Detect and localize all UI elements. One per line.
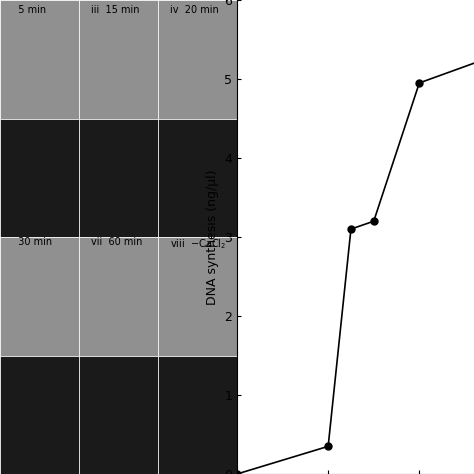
Bar: [158, 0, 237, 118]
Text: iv  20 min: iv 20 min: [170, 5, 219, 15]
Bar: [158, 237, 237, 356]
Text: 5 min: 5 min: [12, 5, 46, 15]
Bar: [79, 237, 158, 356]
Bar: [158, 118, 237, 237]
Bar: [0, 356, 79, 474]
Text: vii  60 min: vii 60 min: [91, 237, 142, 247]
Text: iii  15 min: iii 15 min: [91, 5, 139, 15]
Y-axis label: DNA synthesis (ng/μl): DNA synthesis (ng/μl): [206, 169, 219, 305]
Text: 30 min: 30 min: [12, 237, 52, 247]
Bar: [158, 356, 237, 474]
Bar: [0, 237, 79, 356]
Bar: [79, 356, 158, 474]
Bar: [79, 118, 158, 237]
Text: viii  $-$CaCl$_2$: viii $-$CaCl$_2$: [170, 237, 226, 251]
Bar: [79, 0, 158, 118]
Bar: [0, 118, 79, 237]
Bar: [0, 0, 79, 118]
